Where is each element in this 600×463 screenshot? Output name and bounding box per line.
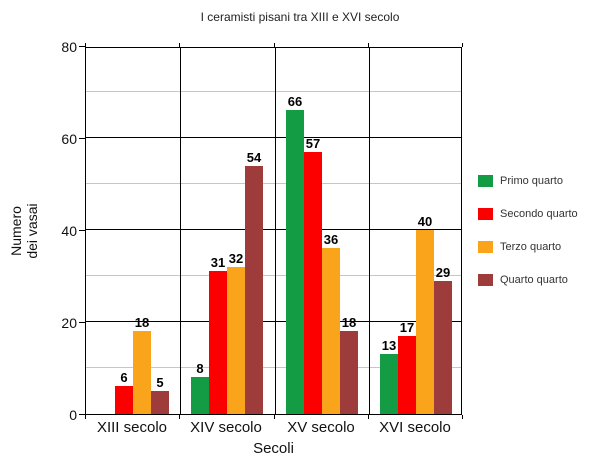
bar-value-label: 54 [246, 150, 262, 165]
bar-value-label: 8 [196, 361, 204, 376]
y-tick-label: 60 [61, 131, 77, 147]
category-boundary-line [180, 48, 181, 414]
bar [133, 331, 151, 414]
legend-swatch [478, 208, 493, 220]
bar-value-label: 36 [323, 232, 339, 247]
x-tick-mark [368, 43, 369, 47]
bar [227, 267, 245, 414]
x-tick-mark [179, 415, 180, 419]
x-tick-mark [462, 43, 463, 47]
bar [286, 110, 304, 414]
category-boundary-line [275, 48, 276, 414]
bar [416, 230, 434, 414]
bar-value-label: 31 [210, 255, 226, 270]
bar [322, 248, 340, 414]
bar [115, 386, 133, 414]
x-category-label: XVI secolo [379, 419, 451, 436]
y-tick-label: 40 [61, 223, 77, 239]
bar [304, 152, 322, 414]
bar-value-label: 66 [287, 94, 303, 109]
bar-value-label: 17 [399, 320, 415, 335]
x-tick-mark [85, 415, 86, 419]
bar-value-label: 6 [120, 370, 128, 385]
bar [191, 377, 209, 414]
major-gridline [86, 229, 461, 230]
x-tick-mark [85, 43, 86, 47]
x-category-label: XIV secolo [190, 419, 262, 436]
legend-item: Primo quarto [478, 175, 578, 187]
legend-item: Secondo quarto [478, 208, 578, 220]
major-gridline [86, 137, 461, 138]
y-tick-label: 0 [69, 407, 77, 423]
bar [151, 391, 169, 414]
minor-gridline [86, 91, 461, 92]
legend-label: Primo quarto [500, 175, 563, 187]
bar-value-label: 57 [305, 136, 321, 151]
chart-title: I ceramisti pisani tra XIII e XVI secolo [200, 10, 400, 24]
y-tick-mark [79, 414, 85, 415]
bar-value-label: 5 [156, 375, 164, 390]
bar [380, 354, 398, 414]
x-tick-mark [274, 415, 275, 419]
minor-gridline [86, 275, 461, 276]
bar-value-label: 32 [228, 251, 244, 266]
legend-item: Terzo quarto [478, 241, 578, 253]
legend-swatch [478, 175, 493, 187]
y-tick-mark [79, 46, 85, 47]
major-gridline [86, 321, 461, 322]
bar-value-label: 29 [435, 265, 451, 280]
bar [340, 331, 358, 414]
x-axis-title: Secoli [253, 440, 294, 457]
bar [398, 336, 416, 414]
bar [209, 271, 227, 414]
minor-gridline [86, 367, 461, 368]
y-tick-label: 20 [61, 315, 77, 331]
y-tick-label: 80 [61, 39, 77, 55]
bar-value-label: 18 [134, 315, 150, 330]
x-tick-mark [368, 415, 369, 419]
x-tick-mark [462, 415, 463, 419]
legend-label: Quarto quarto [500, 274, 568, 286]
bar-value-label: 13 [381, 338, 397, 353]
y-tick-mark [79, 138, 85, 139]
legend-label: Terzo quarto [500, 241, 562, 253]
x-category-label: XV secolo [287, 419, 355, 436]
plot-area: 6 18 5 8 31 32 54 66 57 36 18 13 17 40 29 [85, 47, 462, 415]
bar [434, 281, 452, 414]
legend-label: Secondo quarto [500, 208, 578, 220]
category-boundary-line [369, 48, 370, 414]
legend-swatch [478, 274, 493, 286]
bar-value-label: 18 [341, 315, 357, 330]
bar-value-label: 40 [417, 214, 433, 229]
minor-gridline [86, 183, 461, 184]
legend-item: Quarto quarto [478, 274, 578, 286]
x-tick-mark [179, 43, 180, 47]
bar [245, 166, 263, 414]
x-category-label: XIII secolo [96, 419, 168, 436]
y-tick-mark [79, 322, 85, 323]
legend: Primo quarto Secondo quarto Terzo quarto Qu… [478, 175, 578, 307]
legend-swatch [478, 241, 493, 253]
y-tick-mark [79, 230, 85, 231]
x-tick-mark [274, 43, 275, 47]
